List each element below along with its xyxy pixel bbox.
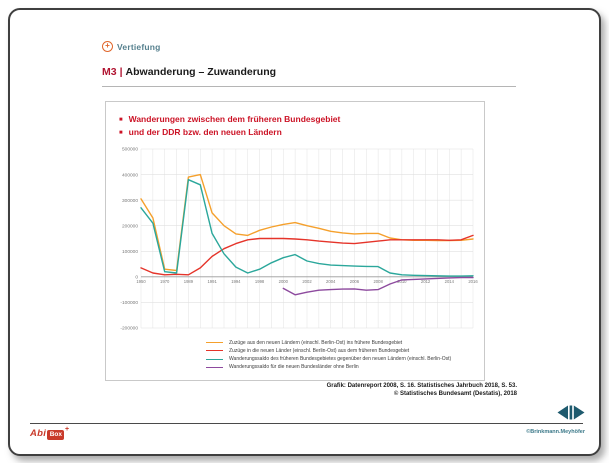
chart-title-text-2: und der DDR bzw. den neuen Ländern <box>128 127 282 138</box>
y-tick-label: 100000 <box>122 249 138 255</box>
legend-label: Wanderungssaldo des früheren Bundesgebie… <box>229 356 452 363</box>
chart-title-line-1: ■ Wanderungen zwischen dem früheren Bunde… <box>119 113 484 126</box>
abibox-logo: Abi Box + <box>30 426 70 440</box>
x-tick-label: 1991 <box>207 279 217 284</box>
series-line-1 <box>140 234 474 276</box>
x-tick-label: 2014 <box>445 279 455 284</box>
source-line-2: © Statistisches Bundesamt (Destatis), 20… <box>393 391 517 398</box>
vertiefung-tag: + Vertiefung <box>102 41 161 52</box>
chart-title: ■ Wanderungen zwischen dem früheren Bunde… <box>119 113 484 140</box>
x-tick-label: 2016 <box>468 279 478 284</box>
nav-forward-button[interactable] <box>573 405 585 420</box>
plus-circle-icon: + <box>102 41 113 52</box>
y-tick-label: 400000 <box>122 172 138 178</box>
heading-divider <box>102 86 516 87</box>
logo-plus-icon: + <box>64 426 70 433</box>
series-line-2 <box>140 178 474 277</box>
x-tick-label: 1998 <box>255 279 265 284</box>
module-code: M3 <box>102 66 117 78</box>
chart-title-line-2: ■ und der DDR bzw. den neuen Ländern <box>119 126 484 139</box>
publisher-copyright: ©Brinkmann.Meyhöfer <box>526 429 585 435</box>
chart-source: Grafik: Datenreport 2008, S. 16. Statist… <box>105 382 517 399</box>
title-separator: | <box>119 66 123 78</box>
y-tick-label: 500000 <box>122 146 138 152</box>
slide: + Vertiefung M3 | Abwanderung – Zuwanderun… <box>8 8 601 456</box>
bullet-square-icon: ■ <box>119 130 123 137</box>
legend-item: Zuzüge aus den neuen Ländern (einschl. B… <box>206 340 484 346</box>
legend-label: Zuzüge aus den neuen Ländern (einschl. B… <box>229 339 403 346</box>
bullet-square-icon: ■ <box>119 117 123 123</box>
y-tick-label: -200000 <box>120 325 138 331</box>
page-title: M3 | Abwanderung – Zuwanderung <box>102 66 276 78</box>
legend-item: Wanderungssaldo des früheren Bundesgebie… <box>206 356 484 362</box>
x-tick-label: 1950 <box>136 279 146 284</box>
legend-item: Zuzüge in die neuen Länder (einschl. Ber… <box>206 348 484 354</box>
logo-abi-text: Abi <box>30 428 47 439</box>
x-tick-label: 2010 <box>397 279 407 284</box>
x-tick-label: 2004 <box>326 279 336 284</box>
x-tick-label: 1989 <box>184 279 194 284</box>
x-tick-label: 2008 <box>373 279 383 284</box>
x-tick-label: 2012 <box>421 279 431 284</box>
series-line-3 <box>282 276 474 296</box>
title-text: Abwanderung – Zuwanderung <box>125 66 277 78</box>
y-tick-label: 300000 <box>122 197 138 203</box>
y-tick-label: 200000 <box>122 223 138 229</box>
footer-divider <box>30 423 583 424</box>
slide-navigation <box>557 405 585 420</box>
y-tick-label: 0 <box>135 274 138 280</box>
legend-label: Zuzüge in die neuen Länder (einschl. Ber… <box>229 347 410 354</box>
legend-label: Wanderungssaldo für die neuen Bundesländ… <box>229 364 359 371</box>
x-tick-label: 2000 <box>279 279 289 284</box>
nav-back-button[interactable] <box>557 405 569 420</box>
chart-legend: Zuzüge aus den neuen Ländern (einschl. B… <box>206 340 484 370</box>
x-tick-label: 2002 <box>302 279 312 284</box>
migration-line-chart: 500000 400000 300000 200000 100000 0 -100000 -2… <box>120 146 478 331</box>
nav-arrows <box>557 405 585 420</box>
x-tick-label: 2006 <box>350 279 360 284</box>
x-tick-label: 1994 <box>231 279 241 284</box>
legend-swatch <box>206 350 223 352</box>
legend-swatch <box>206 342 223 344</box>
source-line-1: Grafik: Datenreport 2008, S. 16. Statist… <box>326 383 517 389</box>
chart-card: ■ Wanderungen zwischen dem früheren Bunde… <box>105 101 485 381</box>
legend-item: Wanderungssaldo für die neuen Bundesländ… <box>206 364 484 370</box>
y-tick-label: -100000 <box>120 300 138 306</box>
tag-label: Vertiefung <box>117 41 161 52</box>
legend-swatch <box>206 358 223 360</box>
nav-divider-bar <box>569 405 573 420</box>
x-tick-label: 1970 <box>160 279 170 284</box>
legend-swatch <box>206 366 223 368</box>
logo-box-badge: Box <box>47 430 65 440</box>
chart-title-text-1: Wanderungen zwischen dem früheren Bundes… <box>128 114 341 124</box>
